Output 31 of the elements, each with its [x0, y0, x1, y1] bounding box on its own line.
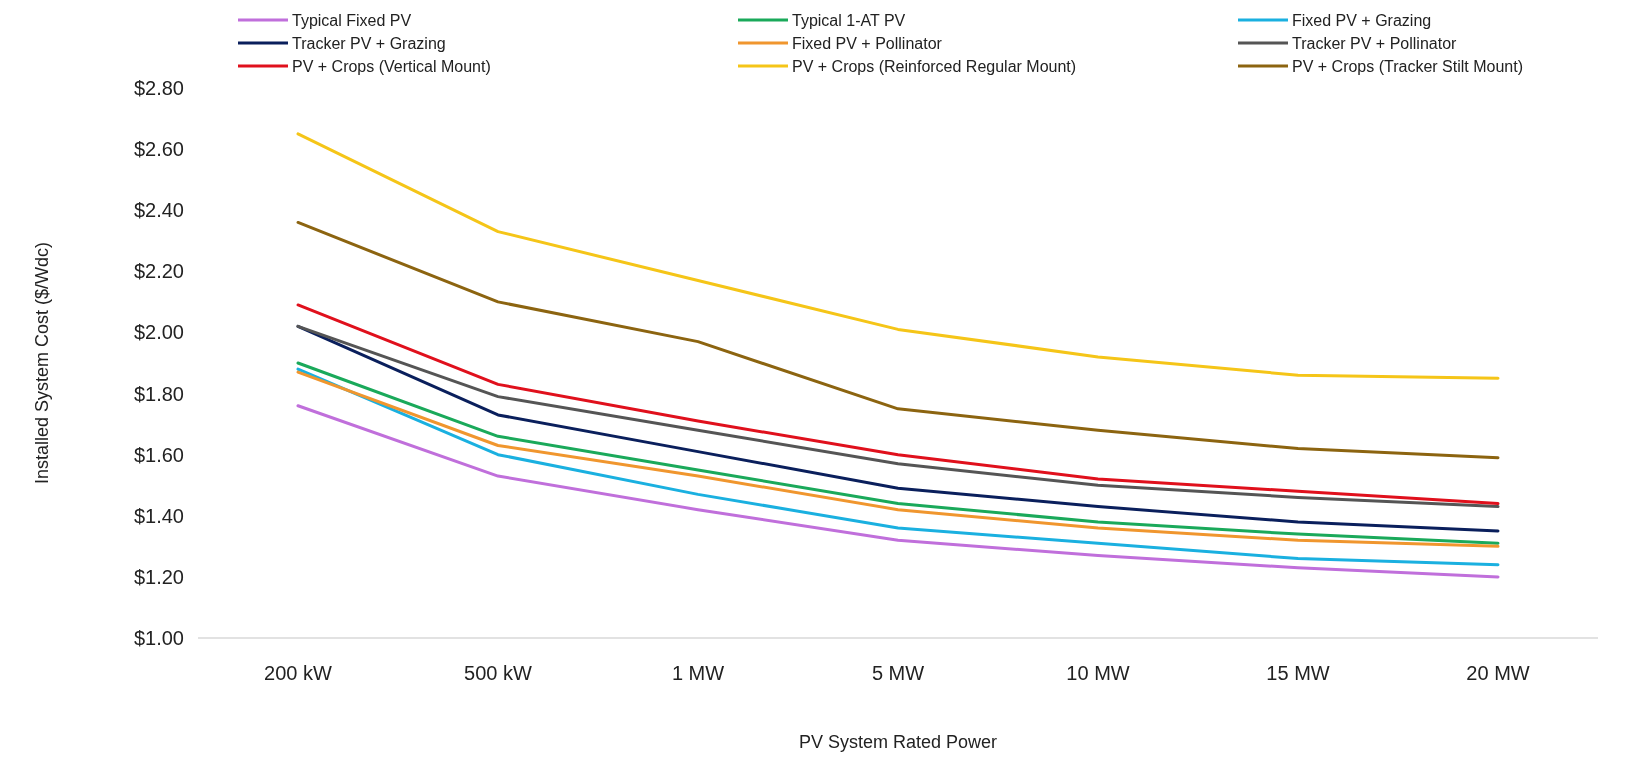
legend-label: Typical 1-AT PV: [792, 11, 906, 29]
line-series: [296, 132, 1500, 380]
x-tick-label: 15 MW: [1266, 662, 1330, 684]
x-axis-title: PV System Rated Power: [798, 732, 998, 752]
legend-label: Tracker PV + Grazing: [292, 34, 446, 52]
legend-label: Typical Fixed PV: [292, 11, 412, 29]
y-tick-label: $2.60: [133, 138, 184, 161]
legend-label: Fixed PV + Pollinator: [792, 34, 943, 52]
y-tick-label: $1.80: [133, 382, 184, 405]
legend-label: PV + Crops (Tracker Stilt Mount): [1292, 57, 1524, 75]
line-series: [296, 404, 1500, 579]
legend-label: Fixed PV + Grazing: [1292, 11, 1432, 29]
y-tick-label: $2.00: [133, 321, 184, 344]
legend-label: PV + Crops (Reinforced Regular Mount): [792, 57, 1077, 75]
line-series: [296, 220, 1500, 460]
y-tick-label: $2.40: [133, 199, 184, 222]
y-tick-label: $1.20: [133, 565, 184, 588]
legend-label: Tracker PV + Pollinator: [1292, 34, 1458, 52]
legend-label: PV + Crops (Vertical Mount): [292, 57, 491, 75]
y-tick-label: $1.60: [133, 443, 184, 466]
y-tick-label: $2.80: [133, 77, 184, 99]
y-tick-label: $1.00: [133, 627, 184, 649]
x-tick-label: 200 kW: [264, 662, 333, 684]
x-tick-label: 20 MW: [1466, 662, 1530, 684]
y-tick-label: $1.40: [133, 504, 184, 527]
x-tick-label: 5 MW: [871, 662, 925, 684]
y-axis-title: Installed System Cost ($/Wdc): [32, 241, 52, 485]
x-tick-label: 1 MW: [671, 662, 725, 684]
y-tick-label: $2.20: [133, 260, 184, 283]
x-tick-label: 10 MW: [1066, 662, 1130, 684]
x-tick-label: 500 kW: [464, 662, 533, 684]
